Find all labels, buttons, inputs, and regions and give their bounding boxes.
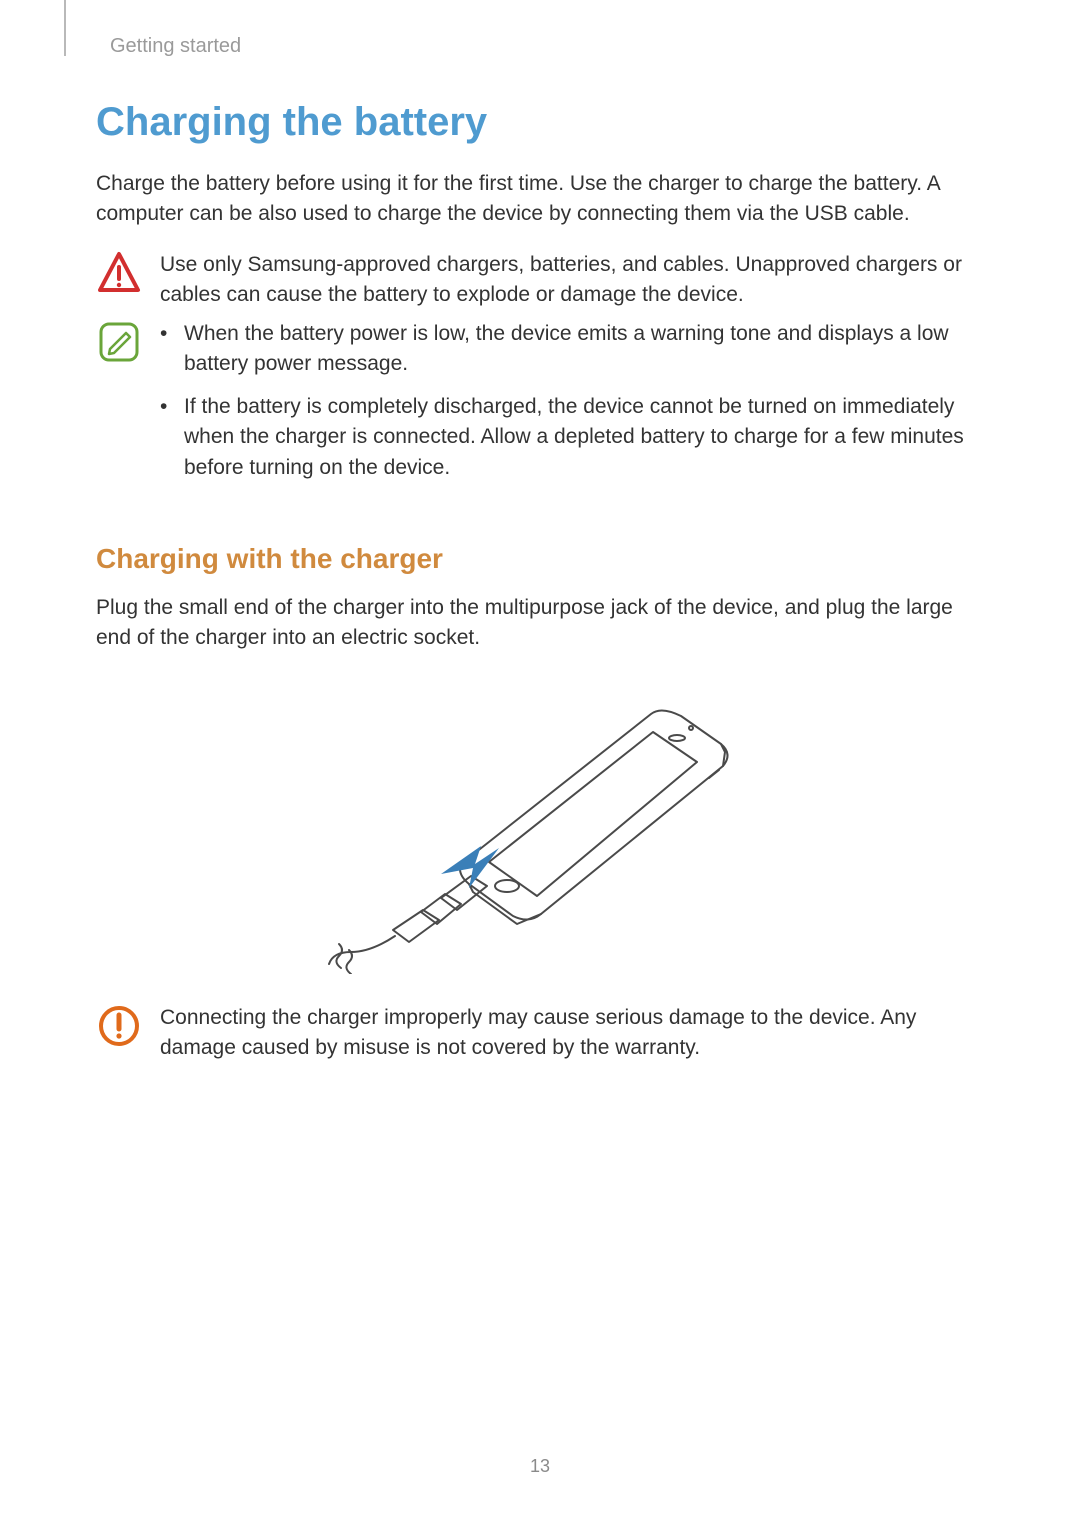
warning-callout: Use only Samsung-approved chargers, batt… [96, 250, 976, 311]
caution-icon [96, 1003, 142, 1049]
warning-text: Use only Samsung-approved chargers, batt… [160, 250, 976, 311]
charger-figure [96, 674, 976, 979]
note-text: When the battery power is low, the devic… [160, 319, 976, 495]
section-heading: Charging with the charger [96, 543, 976, 575]
caution-text: Connecting the charger improperly may ca… [160, 1003, 976, 1064]
page-number: 13 [0, 1456, 1080, 1477]
caution-callout: Connecting the charger improperly may ca… [96, 1003, 976, 1064]
running-head: Getting started [110, 35, 241, 58]
page-title: Charging the battery [96, 100, 976, 145]
note-callout: When the battery power is low, the devic… [96, 319, 976, 495]
page: Getting started Charging the battery Cha… [0, 0, 1080, 1527]
section-intro: Plug the small end of the charger into t… [96, 593, 976, 654]
page-content: Charging the battery Charge the battery … [96, 100, 976, 1072]
note-icon [96, 319, 142, 365]
intro-paragraph: Charge the battery before using it for t… [96, 169, 976, 230]
note-bullet: When the battery power is low, the devic… [160, 319, 976, 380]
warning-icon [96, 250, 142, 296]
left-rule [64, 0, 66, 56]
note-bullets: When the battery power is low, the devic… [160, 319, 976, 483]
note-bullet: If the battery is completely discharged,… [160, 392, 976, 483]
